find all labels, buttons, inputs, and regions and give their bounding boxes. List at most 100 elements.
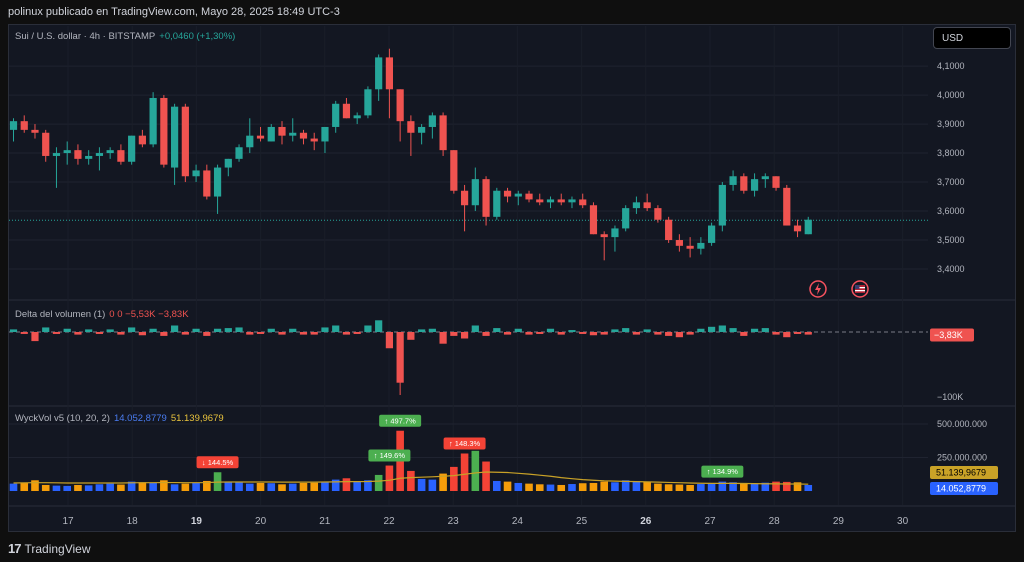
volume-bar (106, 483, 114, 491)
delta-bar (171, 325, 179, 332)
delta-bar (460, 332, 469, 339)
volume-annotation: ↑ 134.9% (701, 465, 744, 478)
price-legend-title: Sui / U.S. dollar · 4h · BITSTAMP (15, 31, 156, 42)
candle (149, 97, 157, 145)
volume-value-badge (930, 482, 998, 495)
candle (213, 167, 222, 197)
volume-bar (127, 481, 136, 491)
volume-bar (761, 482, 770, 491)
volume-bar (611, 482, 619, 491)
candle (643, 202, 651, 209)
volume-bar (84, 485, 93, 491)
candle (439, 115, 447, 151)
time-tick-label: 19 (191, 516, 203, 527)
candle (772, 176, 780, 188)
delta-bar (106, 329, 114, 332)
delta-legend-title: Delta del volumen (1) (15, 309, 106, 320)
candle (85, 155, 93, 159)
volume-bar (20, 482, 29, 491)
volume-bar (632, 480, 641, 491)
candle (632, 202, 641, 209)
tradingview-logo[interactable]: 17 TradingView (8, 541, 91, 556)
wyck-legend-v1: 14.052,8779 (113, 413, 167, 424)
candle (235, 147, 243, 159)
delta-bar (149, 328, 157, 332)
volume-value-badge-text: 14.052,8779 (936, 484, 986, 494)
volume-bar (578, 483, 587, 491)
volume-bar (546, 484, 555, 491)
candle (278, 126, 286, 136)
candle (804, 219, 812, 235)
delta-bar (353, 332, 361, 334)
volume-bar (439, 473, 447, 491)
candle (697, 242, 705, 249)
bottom-bar: 17 TradingView (0, 534, 1024, 562)
volume-bar (181, 483, 190, 491)
time-tick-label: 29 (833, 516, 845, 527)
candle (289, 132, 297, 136)
delta-bar (267, 328, 275, 332)
delta-bar (622, 328, 630, 332)
volume-bar (364, 480, 372, 491)
volume-bar (9, 483, 18, 491)
price-change: +0,0460 (+1,30%) (159, 31, 236, 42)
candle (407, 121, 415, 133)
us-flag-event-icon (851, 280, 869, 298)
delta-bar (364, 325, 372, 332)
delta-bar (471, 325, 479, 332)
volume-bar (203, 480, 211, 491)
delta-bar (557, 332, 565, 335)
volume-bar (117, 484, 125, 491)
volume-bar (63, 485, 71, 491)
volume-ma-line (13, 471, 809, 485)
delta-bar (546, 328, 555, 332)
candle (579, 199, 587, 206)
currency-button[interactable]: USD (933, 27, 1011, 49)
volume-bar (654, 483, 662, 491)
candle (267, 126, 275, 142)
candle (600, 234, 608, 238)
delta-legend[interactable]: Delta del volumen (1) 0 0 −5,53K −3,83K (15, 309, 189, 320)
candle (224, 158, 232, 168)
volume-bar (460, 453, 469, 491)
volume-bar (288, 483, 297, 491)
delta-bar (192, 328, 200, 332)
volume-bar (686, 484, 694, 491)
candle (525, 193, 533, 200)
volume-annotation-label: ↓ 144.5% (202, 458, 234, 467)
candle (611, 228, 619, 238)
price-legend[interactable]: Sui / U.S. dollar · 4h · BITSTAMP +0,0460… (15, 31, 235, 42)
candle (192, 170, 200, 177)
delta-bar (675, 332, 683, 338)
delta-bar (256, 332, 265, 334)
candle (514, 193, 522, 197)
volume-bar (568, 484, 576, 491)
delta-bar (482, 332, 490, 336)
candle (256, 135, 265, 139)
delta-bar (52, 332, 61, 334)
candle (568, 199, 576, 203)
candle (181, 106, 189, 177)
delta-bar (450, 332, 458, 336)
candle (138, 135, 146, 145)
delta-bar (772, 332, 780, 335)
delta-bar (643, 329, 651, 332)
wyck-legend[interactable]: WyckVol v5 (10, 20, 2) 14.052,8779 51.139,… (15, 413, 224, 424)
volume-bar (267, 483, 276, 491)
delta-bar (525, 332, 533, 335)
volume-bar (417, 478, 426, 491)
delta-bar (203, 332, 211, 336)
candle (117, 150, 125, 162)
candle (450, 150, 458, 191)
delta-bar (385, 332, 393, 349)
candle (783, 187, 791, 226)
time-tick-label: 22 (383, 516, 395, 527)
volume-bar (782, 481, 791, 491)
candle (750, 179, 759, 191)
delta-bar (138, 332, 146, 336)
candle (42, 132, 50, 156)
delta-bar (31, 332, 39, 342)
candle (31, 129, 39, 133)
delta-bar (600, 332, 608, 335)
